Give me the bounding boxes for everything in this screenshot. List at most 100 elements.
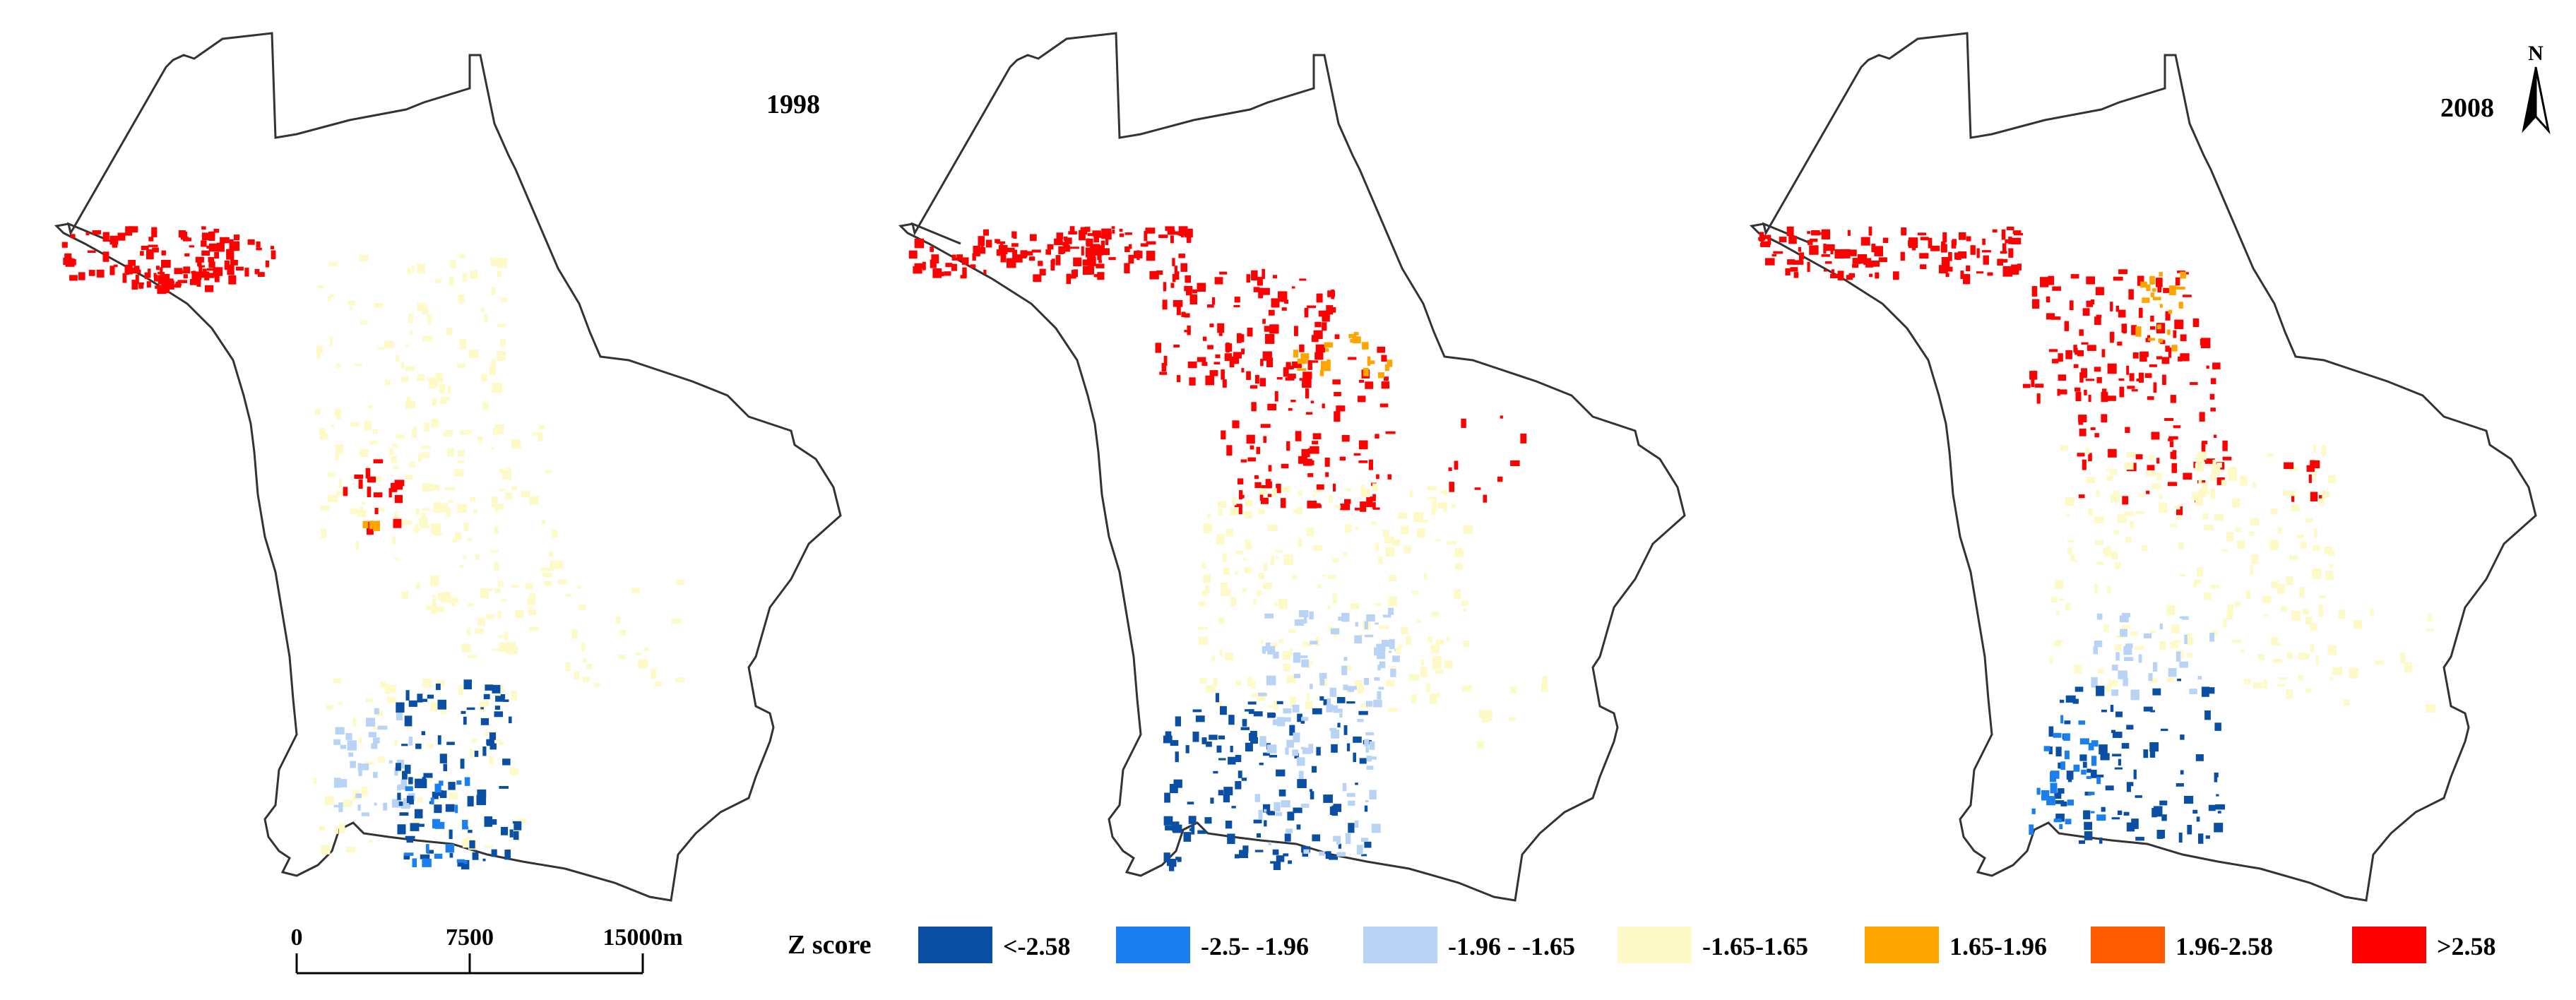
cluster-patch (489, 364, 496, 375)
cluster-patch (436, 683, 441, 691)
cluster-patch (506, 467, 511, 470)
cluster-patch (417, 374, 425, 381)
cluster-patch (189, 279, 198, 285)
cluster-patch (1183, 832, 1192, 842)
cluster-patch (446, 327, 453, 335)
cluster-patch (1310, 446, 1319, 454)
cluster-patch (470, 749, 474, 758)
cluster-patch (1203, 574, 1211, 583)
cluster-patch (1260, 497, 1269, 504)
cluster-patch (405, 344, 409, 347)
cluster-patch (1197, 830, 1206, 834)
cluster-patch (1265, 479, 1271, 484)
cluster-patch (2170, 523, 2177, 528)
cluster-patch (1354, 507, 1360, 511)
cluster-patch (1395, 647, 1401, 655)
cluster-patch (1267, 525, 1278, 532)
cluster-patch (2328, 475, 2337, 484)
cluster-patch (358, 767, 362, 776)
cluster-patch (1082, 259, 1090, 266)
cluster-patch (2227, 469, 2235, 476)
cluster-patch (2227, 604, 2233, 615)
cluster-patch (2002, 243, 2007, 253)
cluster-patch (2159, 494, 2163, 499)
cluster-patch (1267, 705, 1273, 708)
cluster-patch (1316, 484, 1324, 490)
cluster-patch (2096, 489, 2100, 497)
cluster-patch (2075, 686, 2084, 692)
cluster-patch (1243, 558, 1247, 560)
cluster-patch (2173, 330, 2177, 338)
cluster-patch (1108, 257, 1116, 261)
cluster-patch (1167, 230, 1175, 235)
cluster-patch (1367, 756, 1377, 760)
cluster-patch (1454, 589, 1461, 600)
cluster-patch (930, 259, 937, 268)
cluster-patch (439, 780, 444, 786)
cluster-patch (1273, 275, 1278, 279)
cluster-patch (2138, 493, 2145, 497)
cluster-patch (2046, 796, 2055, 806)
cluster-patch (355, 541, 359, 550)
cluster-patch (1254, 475, 1259, 480)
cluster-patch (1938, 265, 1948, 273)
cluster-patch (2156, 472, 2162, 481)
cluster-patch (983, 229, 989, 236)
cluster-patch (466, 628, 470, 636)
cluster-patch (2077, 453, 2085, 457)
cluster-patch (1397, 512, 1408, 519)
scale-bar-label: 7500 (446, 924, 494, 951)
cluster-patch (178, 270, 186, 273)
cluster-patch (449, 792, 458, 800)
cluster-patch (1869, 273, 1873, 278)
cluster-patch (2086, 477, 2096, 484)
cluster-patch (1331, 744, 1338, 753)
cluster-patch (313, 778, 317, 784)
cluster-patch (1341, 665, 1348, 675)
cluster-patch (1128, 254, 1134, 264)
cluster-patch (2083, 810, 2091, 820)
cluster-patch (1235, 550, 1244, 554)
cluster-patch (2195, 754, 2204, 761)
cluster-patch (427, 314, 432, 325)
cluster-patch (2214, 773, 2218, 782)
cluster-patch (1264, 809, 1267, 812)
cluster-patch (1259, 494, 1264, 501)
cluster-patch (2107, 363, 2117, 374)
cluster-patch (1301, 448, 1310, 458)
cluster-patch (421, 452, 430, 458)
cluster-patch (408, 700, 417, 707)
cluster-patch (2150, 316, 2154, 322)
cluster-patch (2214, 434, 2217, 438)
cluster-patch (1146, 241, 1156, 245)
cluster-patch (577, 585, 581, 589)
cluster-patch (1304, 307, 1309, 318)
cluster-patch (1259, 762, 1264, 766)
cluster-patch (372, 771, 378, 778)
cluster-patch (1293, 674, 1300, 679)
cluster-patch (2012, 230, 2022, 234)
cluster-patch (2249, 531, 2255, 536)
cluster-patch (1941, 256, 1950, 268)
cluster-patch (1379, 661, 1386, 669)
cluster-patch (2074, 665, 2082, 674)
cluster-patch (1307, 305, 1317, 309)
cluster-patch (367, 476, 376, 483)
cluster-patch (391, 482, 398, 492)
cluster-patch (548, 551, 554, 557)
cluster-patch (1388, 596, 1397, 607)
cluster-patch (454, 532, 462, 540)
cluster-patch (2106, 475, 2113, 482)
cluster-patch (161, 260, 171, 268)
cluster-patch (208, 243, 218, 252)
cluster-patch (2144, 373, 2152, 379)
cluster-patch (527, 597, 535, 605)
cluster-patch (153, 275, 158, 282)
cluster-patch (2221, 549, 2228, 552)
cluster-patch (1346, 488, 1351, 492)
cluster-patch (1173, 859, 1177, 867)
cluster-patch (1365, 746, 1370, 753)
cluster-patch (2123, 811, 2130, 816)
cluster-patch (398, 784, 401, 791)
cluster-patch (2079, 738, 2089, 745)
